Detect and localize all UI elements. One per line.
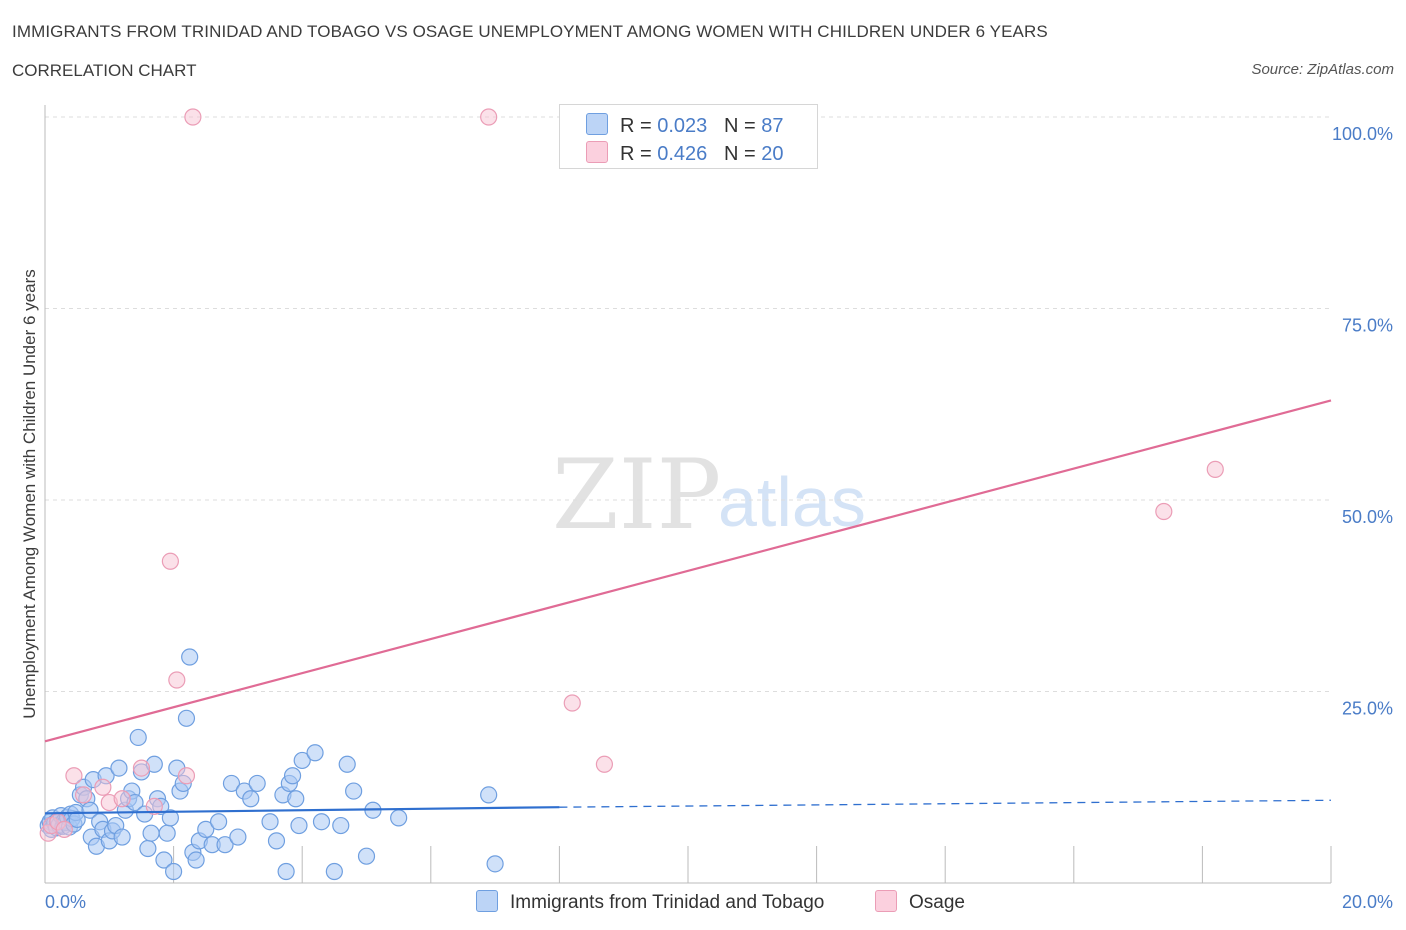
data-point-trinidad [216, 836, 234, 854]
data-point-trinidad [187, 851, 205, 869]
data-point-trinidad [68, 810, 86, 829]
bottom-legend-label: Osage [909, 892, 965, 913]
data-point-osage [132, 759, 151, 777]
data-point-trinidad [81, 801, 99, 819]
data-point-trinidad [210, 813, 228, 831]
data-point-osage [168, 671, 186, 689]
data-point-osage [161, 552, 179, 570]
data-point-trinidad [110, 759, 128, 777]
chart-subtitle: CORRELATION CHART [12, 61, 197, 80]
series-osage-points [39, 108, 1224, 842]
legend-n-label: N = [723, 115, 756, 137]
legend-n-value: 87 [761, 115, 784, 137]
data-point-trinidad [338, 755, 356, 773]
data-point-osage [113, 790, 131, 808]
data-point-trinidad [222, 774, 241, 793]
trend-line-trinidad [44, 806, 560, 815]
y-tick-label: 100.0% [1332, 124, 1393, 144]
bottom-legend-label: Immigrants from Trinidad and Tobago [510, 892, 825, 913]
bottom-legend-trinidad: Immigrants from Trinidad and Tobago [476, 890, 824, 914]
data-point-trinidad [158, 824, 176, 842]
data-point-trinidad [283, 767, 302, 785]
data-point-trinidad [197, 820, 215, 838]
data-point-trinidad [139, 839, 157, 858]
data-point-osage [74, 786, 93, 804]
axes [44, 105, 1332, 884]
data-point-trinidad [287, 790, 305, 808]
data-point-trinidad [277, 862, 295, 881]
data-point-osage [1155, 502, 1173, 521]
data-point-trinidad [480, 786, 498, 804]
legend-r-label: R = [620, 115, 652, 137]
data-point-osage [94, 778, 112, 796]
data-point-trinidad [261, 813, 279, 831]
bottom-legend-osage: Osage [875, 890, 965, 914]
data-point-trinidad [357, 847, 376, 865]
chart-title: IMMIGRANTS FROM TRINIDAD AND TOBAGO VS O… [12, 22, 1048, 41]
legend-n-value: 20 [761, 143, 784, 165]
y-tick-labels: 100.0% 75.0% 50.0% 25.0% [1332, 124, 1393, 719]
data-point-trinidad [306, 744, 324, 762]
data-point-trinidad [165, 862, 183, 881]
data-point-osage [145, 797, 163, 816]
data-point-trinidad [332, 816, 350, 835]
y-tick-label: 25.0% [1342, 699, 1393, 719]
trend-line-osage [44, 399, 1332, 743]
data-point-trinidad [390, 809, 408, 827]
data-point-trinidad [142, 824, 160, 842]
data-point-trinidad [161, 809, 179, 827]
legend-swatch-pink [586, 141, 608, 163]
data-point-osage [563, 694, 581, 712]
watermark-zip: ZIP [552, 439, 721, 551]
data-point-trinidad [345, 782, 363, 800]
data-point-trinidad [312, 813, 331, 831]
data-point-trinidad [181, 648, 199, 666]
legend-r-value: 0.426 [657, 143, 708, 165]
data-point-trinidad [325, 862, 343, 881]
data-point-trinidad [229, 828, 247, 846]
data-point-osage [177, 767, 196, 785]
legend-n-label: N = [723, 143, 756, 165]
data-point-trinidad [155, 851, 173, 869]
data-point-osage [55, 820, 73, 838]
data-point-osage [480, 108, 498, 126]
source-label: Source: ZipAtlas.com [1251, 61, 1394, 78]
data-point-osage [65, 767, 83, 785]
grid [45, 116, 1331, 692]
trend-line-trinidad-extension [559, 799, 1332, 808]
legend-r-value: 0.023 [657, 115, 708, 137]
y-axis-label: Unemployment Among Women with Children U… [20, 269, 39, 718]
data-point-trinidad [242, 790, 260, 808]
correlation-legend: R = 0.023 N = 87 R = 0.426 N = 20 [559, 104, 818, 169]
x-tick-min: 0.0% [45, 892, 86, 912]
data-point-trinidad [177, 709, 196, 727]
series-trinidad-points [39, 648, 504, 881]
data-point-trinidad [267, 832, 286, 850]
data-point-trinidad [248, 774, 266, 793]
legend-swatch-blue [586, 113, 608, 135]
data-point-trinidad [113, 828, 131, 846]
data-point-osage [595, 755, 614, 773]
x-tick-max: 20.0% [1342, 892, 1393, 912]
legend-row-osage: R = 0.426 N = 20 [586, 141, 783, 166]
watermark-atlas: atlas [718, 463, 866, 541]
y-tick-label: 75.0% [1342, 316, 1393, 336]
watermark: ZIP atlas [552, 439, 866, 551]
y-tick-label: 50.0% [1342, 507, 1393, 527]
data-point-osage [1206, 460, 1224, 478]
legend-r-label: R = [620, 143, 652, 165]
data-point-trinidad [129, 728, 147, 747]
data-point-trinidad [290, 816, 308, 835]
bottom-legend-swatch-pink [875, 890, 897, 912]
data-point-trinidad [486, 855, 504, 873]
trend-lines [44, 399, 1332, 815]
data-point-osage [184, 108, 202, 126]
legend-row-trinidad: R = 0.023 N = 87 [586, 113, 783, 138]
bottom-legend-swatch-blue [476, 890, 498, 912]
data-point-trinidad [293, 751, 311, 770]
